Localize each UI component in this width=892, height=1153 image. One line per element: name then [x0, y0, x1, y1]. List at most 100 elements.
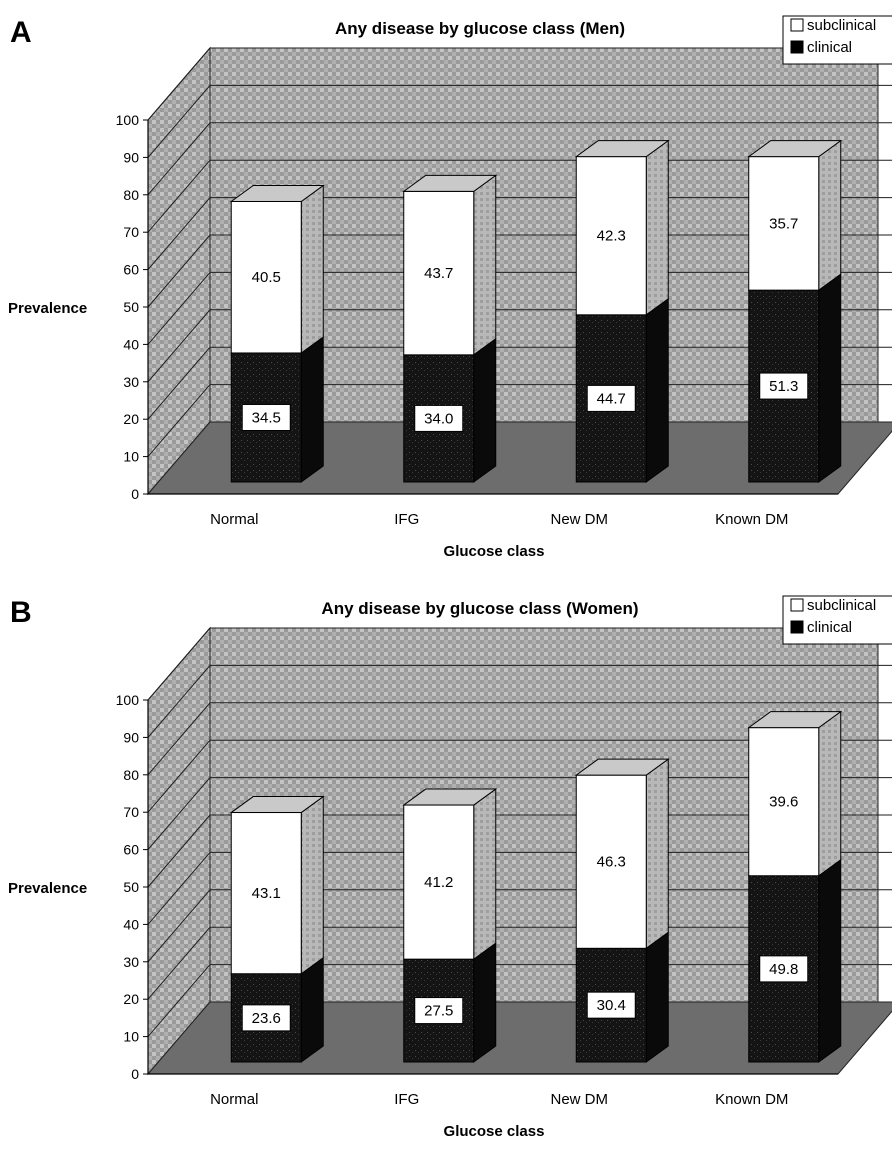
chart-b-data-label: 27.5 — [424, 1003, 453, 1020]
chart-b-data-label-box — [586, 991, 636, 1019]
chart-b-xlabel: Glucose class — [444, 1123, 545, 1140]
chart-a-xtick-label: Known DM — [715, 511, 788, 528]
chart-a-ytick-label: 0 — [131, 486, 139, 502]
chart-a-xtick-label: New DM — [550, 511, 608, 528]
chart-a-data-label: 51.3 — [769, 378, 798, 395]
chart-b-bar-side-subclinical — [300, 795, 324, 975]
chart-a-bar-side-clinical — [473, 337, 497, 483]
chart-a-gridline-depth — [147, 272, 211, 345]
chart-b-bar-top — [574, 758, 670, 776]
chart-a-data-label-box — [241, 403, 291, 431]
chart-a-data-label: 34.0 — [424, 410, 453, 427]
chart-a-ytick-label: 40 — [123, 336, 139, 352]
chart-b-bar-top — [402, 788, 498, 806]
chart-a-gridline-depth — [147, 47, 211, 121]
chart-a-svg: 0 10 20 30 40 50 60 70 80 90 100 34.5 40.5 Normal 34.0… — [8, 15, 892, 560]
chart-b-ytick-label: 70 — [123, 804, 139, 820]
chart-b-title: Any disease by glucose class (Women) — [321, 599, 638, 618]
chart-b-ytick-label: 50 — [123, 879, 139, 895]
chart-a-bar-subclinical-known-dm — [748, 156, 820, 291]
chart-a-bar-side-subclinical — [818, 139, 842, 292]
chart-a-bar-top — [747, 140, 843, 158]
chart-a-data-label-box — [586, 384, 636, 412]
chart-a-bar-top — [229, 185, 325, 202]
chart-b-bar-top — [747, 711, 843, 729]
chart-a-ytick-label: 20 — [123, 411, 139, 427]
chart-b-bar-side-subclinical — [645, 758, 669, 950]
chart-a-gridline-depth — [147, 384, 211, 457]
chart-a-bar-subclinical-normal — [230, 201, 302, 354]
chart-b-data-label: 23.6 — [252, 1010, 281, 1027]
chart-a-data-label-box — [414, 404, 464, 432]
chart-a-title: Any disease by glucose class (Men) — [335, 19, 625, 38]
chart-a-bar-side-clinical — [645, 297, 669, 483]
chart-a-gridline-depth — [147, 122, 211, 196]
chart-a-data-label: 43.7 — [424, 265, 453, 282]
chart-b-gridline-depth — [147, 777, 211, 850]
chart-a-gridline-depth — [147, 159, 211, 233]
chart-a-bar-side-clinical — [300, 335, 324, 483]
chart-b-ytick-label: 80 — [123, 767, 139, 783]
chart-a-data-label: 35.7 — [769, 215, 798, 232]
chart-b-legend-swatch-clinical — [790, 620, 804, 634]
chart-a-data-label: 40.5 — [252, 269, 281, 286]
chart-b-data-label: 49.8 — [769, 961, 798, 978]
chart-b-gridline-depth — [147, 814, 211, 888]
chart-b-xtick-label: Known DM — [715, 1091, 788, 1108]
chart-a-bar-side-clinical — [818, 273, 842, 483]
chart-b-bar-side-clinical — [645, 931, 669, 1063]
chart-b-gridline-depth — [147, 926, 211, 1000]
chart-a-gridline-depth — [147, 309, 211, 383]
chart-b-legend-label: clinical — [807, 619, 852, 636]
chart-b-data-label-box — [414, 997, 464, 1025]
chart-a-data-label-box — [759, 372, 809, 400]
chart-b-data-label-box — [759, 955, 809, 983]
chart-b-data-label: 43.1 — [252, 885, 281, 902]
chart-b-legend-swatch-subclinical — [790, 598, 804, 612]
chart-a-data-label: 42.3 — [597, 228, 626, 245]
chart-b-gridline-depth — [147, 665, 211, 738]
chart-a-gridline-depth — [147, 346, 211, 420]
chart-b-ytick-label: 20 — [123, 991, 139, 1007]
chart-b-gridline-depth — [147, 702, 211, 776]
chart-a-data-label: 34.5 — [252, 409, 281, 426]
chart-a-gridline-depth — [147, 234, 211, 308]
chart-b-bar-side-clinical — [300, 956, 324, 1063]
chart-a-legend-label: clinical — [807, 39, 852, 56]
chart-a-panel-label: A — [10, 16, 32, 49]
chart-b-svg: 0 10 20 30 40 50 60 70 80 90 100 23.6 43.1 Normal 27.5… — [8, 595, 892, 1140]
chart-a-ytick-label: 90 — [123, 149, 139, 165]
chart-a-gridline-depth — [147, 197, 211, 270]
chart-b-ytick-label: 60 — [123, 842, 139, 858]
chart-b-bar-top — [229, 796, 325, 814]
chart-b-panel-label: B — [10, 596, 32, 629]
chart-a-xlabel: Glucose class — [444, 543, 545, 560]
chart-b-ytick-label: 0 — [131, 1066, 139, 1082]
chart-b-gridline-depth — [147, 627, 211, 701]
chart-a-legend-label: subclinical — [807, 17, 876, 34]
chart-b-bar-subclinical-ifg — [403, 804, 475, 960]
chart-b-xtick-label: New DM — [550, 1091, 608, 1108]
chart-a-gridline-depth — [147, 85, 211, 158]
chart-b-xtick-label: Normal — [210, 1091, 258, 1108]
chart-b-data-label: 41.2 — [424, 874, 453, 891]
chart-b-ytick-label: 90 — [123, 729, 139, 745]
chart-b-ytick-label: 40 — [123, 916, 139, 932]
chart-a-ytick-label: 100 — [116, 112, 140, 128]
chart-b-data-label: 46.3 — [597, 854, 626, 871]
chart-a-ytick-label: 70 — [123, 224, 139, 240]
chart-b-ylabel: Prevalence — [8, 880, 87, 897]
chart-a-xtick-label: IFG — [394, 511, 419, 528]
chart-a-data-label: 44.7 — [597, 390, 626, 407]
chart-a-bar-top — [574, 140, 670, 158]
chart-b-bar-side-clinical — [473, 942, 497, 1063]
chart-a-ytick-label: 10 — [123, 449, 139, 465]
chart-a-legend-swatch-subclinical — [790, 18, 804, 32]
chart-panel-a: 0 10 20 30 40 50 60 70 80 90 100 34.5 40.5 Normal 34.0… — [0, 0, 892, 570]
chart-a-legend-swatch-clinical — [790, 40, 804, 54]
chart-b-gridline-depth — [147, 964, 211, 1037]
chart-b-data-label: 30.4 — [597, 997, 626, 1014]
chart-a-bar-subclinical-new-dm — [575, 156, 647, 316]
chart-b-data-label-box — [241, 1004, 291, 1032]
chart-a-bar-top — [402, 174, 498, 192]
